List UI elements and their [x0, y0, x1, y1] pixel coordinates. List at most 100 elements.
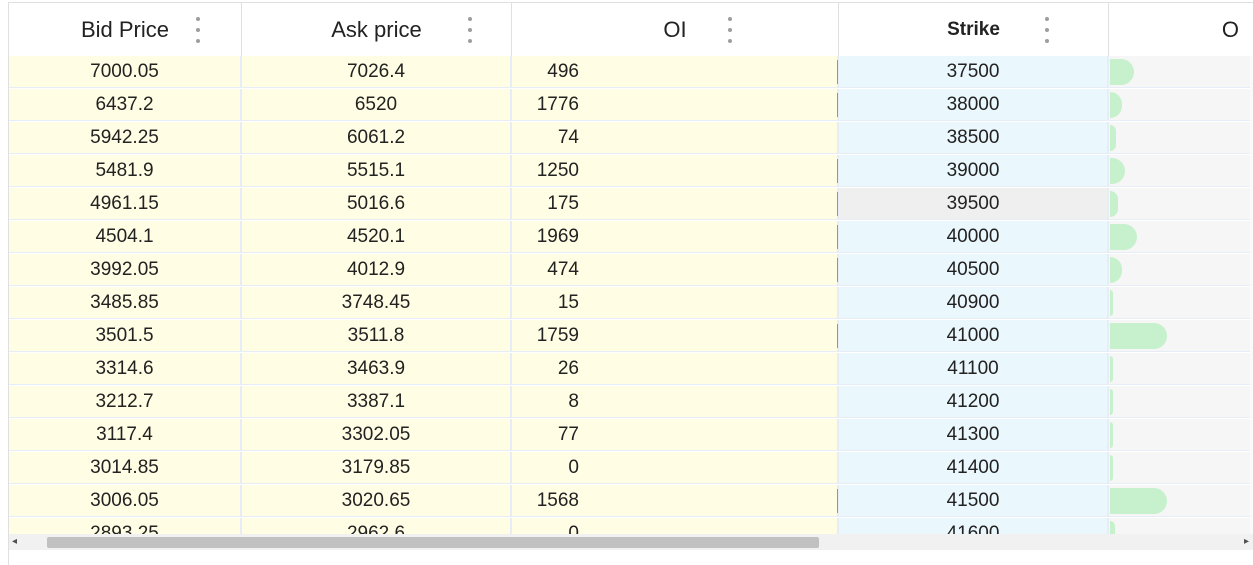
- strike-cell[interactable]: 39000: [839, 155, 1109, 187]
- bid-price-cell[interactable]: 5942.25: [9, 122, 242, 154]
- oi-cell[interactable]: 175: [512, 188, 839, 220]
- ask-price-cell[interactable]: 3020.65: [242, 485, 512, 517]
- column-header-ask-price[interactable]: Ask price: [242, 3, 512, 56]
- column-header-oi[interactable]: OI: [512, 3, 839, 56]
- oi-bar-cell[interactable]: [1109, 386, 1253, 418]
- ask-price-cell[interactable]: 5515.1: [242, 155, 512, 187]
- oi-cell[interactable]: 1568: [512, 485, 839, 517]
- bid-price-cell[interactable]: 3014.85: [9, 452, 242, 484]
- strike-cell[interactable]: 37500: [839, 56, 1109, 88]
- oi-cell[interactable]: 496: [512, 56, 839, 88]
- oi-bar-cell[interactable]: [1109, 254, 1253, 286]
- oi-bar-cell[interactable]: [1109, 419, 1253, 451]
- ask-price-cell[interactable]: 4520.1: [242, 221, 512, 253]
- oi-cell[interactable]: 1969: [512, 221, 839, 253]
- oi-bar-cell[interactable]: [1109, 287, 1253, 319]
- table-row[interactable]: 3992.05 4012.9 474 40500: [9, 254, 1253, 287]
- oi-cell[interactable]: 1759: [512, 320, 839, 352]
- ask-price-cell[interactable]: 3511.8: [242, 320, 512, 352]
- table-row[interactable]: 6437.2 6520 1776 38000: [9, 89, 1253, 122]
- bid-price-cell[interactable]: 3485.85: [9, 287, 242, 319]
- strike-cell[interactable]: 40500: [839, 254, 1109, 286]
- ask-price-cell[interactable]: 3179.85: [242, 452, 512, 484]
- arrow-left-icon[interactable]: ◂: [12, 536, 18, 547]
- ask-price-cell[interactable]: 3463.9: [242, 353, 512, 385]
- table-row[interactable]: 4504.1 4520.1 1969 40000: [9, 221, 1253, 254]
- ask-price-cell[interactable]: 6061.2: [242, 122, 512, 154]
- bid-price-cell[interactable]: 4961.15: [9, 188, 242, 220]
- column-header-o[interactable]: O: [1109, 3, 1253, 56]
- strike-cell[interactable]: 41000: [839, 320, 1109, 352]
- strike-cell[interactable]: 41600: [839, 518, 1109, 534]
- oi-cell[interactable]: 15: [512, 287, 839, 319]
- bid-price-cell[interactable]: 3314.6: [9, 353, 242, 385]
- ask-price-cell[interactable]: 3302.05: [242, 419, 512, 451]
- kebab-menu-icon[interactable]: [725, 17, 735, 43]
- horizontal-scrollbar[interactable]: ◂ ▸: [9, 534, 1253, 550]
- table-row[interactable]: 3314.6 3463.9 26 41100: [9, 353, 1253, 386]
- scrollbar-thumb[interactable]: [47, 537, 819, 548]
- bid-price-cell[interactable]: 3117.4: [9, 419, 242, 451]
- kebab-menu-icon[interactable]: [1042, 17, 1052, 43]
- bid-price-cell[interactable]: 3501.5: [9, 320, 242, 352]
- table-row[interactable]: 7000.05 7026.4 496 37500: [9, 56, 1253, 89]
- oi-cell[interactable]: 0: [512, 452, 839, 484]
- arrow-right-icon[interactable]: ▸: [1243, 536, 1249, 547]
- ask-price-cell[interactable]: 3748.45: [242, 287, 512, 319]
- table-row[interactable]: 4961.15 5016.6 175 39500: [9, 188, 1253, 221]
- bid-price-cell[interactable]: 3212.7: [9, 386, 242, 418]
- oi-cell[interactable]: 1250: [512, 155, 839, 187]
- bid-price-cell[interactable]: 2893.25: [9, 518, 242, 534]
- bid-price-cell[interactable]: 5481.9: [9, 155, 242, 187]
- oi-cell[interactable]: 74: [512, 122, 839, 154]
- bid-price-cell[interactable]: 6437.2: [9, 89, 242, 121]
- strike-cell[interactable]: 38500: [839, 122, 1109, 154]
- table-row[interactable]: 5942.25 6061.2 74 38500: [9, 122, 1253, 155]
- oi-bar-cell[interactable]: [1109, 56, 1253, 88]
- table-row[interactable]: 3501.5 3511.8 1759 41000: [9, 320, 1253, 353]
- strike-cell[interactable]: 41200: [839, 386, 1109, 418]
- ask-price-cell[interactable]: 3387.1: [242, 386, 512, 418]
- oi-cell[interactable]: 1776: [512, 89, 839, 121]
- ask-price-cell[interactable]: 7026.4: [242, 56, 512, 88]
- table-row[interactable]: 3117.4 3302.05 77 41300: [9, 419, 1253, 452]
- oi-bar-cell[interactable]: [1109, 452, 1253, 484]
- oi-bar-cell[interactable]: [1109, 122, 1253, 154]
- strike-cell[interactable]: 39500: [839, 188, 1109, 220]
- oi-bar-cell[interactable]: [1109, 518, 1253, 534]
- oi-bar-cell[interactable]: [1109, 221, 1253, 253]
- table-row[interactable]: 3006.05 3020.65 1568 41500: [9, 485, 1253, 518]
- kebab-menu-icon[interactable]: [465, 17, 475, 43]
- column-header-strike[interactable]: Strike: [839, 3, 1109, 56]
- table-row[interactable]: 2893.25 2962.6 0 41600: [9, 518, 1253, 534]
- oi-cell[interactable]: 26: [512, 353, 839, 385]
- bid-price-cell[interactable]: 4504.1: [9, 221, 242, 253]
- oi-bar-cell[interactable]: [1109, 188, 1253, 220]
- table-row[interactable]: 3212.7 3387.1 8 41200: [9, 386, 1253, 419]
- table-row[interactable]: 5481.9 5515.1 1250 39000: [9, 155, 1253, 188]
- bid-price-cell[interactable]: 7000.05: [9, 56, 242, 88]
- strike-cell[interactable]: 41100: [839, 353, 1109, 385]
- oi-bar-cell[interactable]: [1109, 155, 1253, 187]
- strike-cell[interactable]: 41400: [839, 452, 1109, 484]
- strike-cell[interactable]: 40900: [839, 287, 1109, 319]
- column-header-bid-price[interactable]: Bid Price: [9, 3, 242, 56]
- vertical-scrollbar[interactable]: [1250, 56, 1253, 534]
- bid-price-cell[interactable]: 3006.05: [9, 485, 242, 517]
- table-row[interactable]: 3485.85 3748.45 15 40900: [9, 287, 1253, 320]
- strike-cell[interactable]: 38000: [839, 89, 1109, 121]
- bid-price-cell[interactable]: 3992.05: [9, 254, 242, 286]
- oi-bar-cell[interactable]: [1109, 89, 1253, 121]
- kebab-menu-icon[interactable]: [193, 17, 203, 43]
- oi-cell[interactable]: 8: [512, 386, 839, 418]
- ask-price-cell[interactable]: 6520: [242, 89, 512, 121]
- strike-cell[interactable]: 40000: [839, 221, 1109, 253]
- ask-price-cell[interactable]: 5016.6: [242, 188, 512, 220]
- oi-bar-cell[interactable]: [1109, 485, 1253, 517]
- oi-bar-cell[interactable]: [1109, 320, 1253, 352]
- ask-price-cell[interactable]: 4012.9: [242, 254, 512, 286]
- strike-cell[interactable]: 41300: [839, 419, 1109, 451]
- oi-cell[interactable]: 0: [512, 518, 839, 534]
- oi-bar-cell[interactable]: [1109, 353, 1253, 385]
- oi-cell[interactable]: 77: [512, 419, 839, 451]
